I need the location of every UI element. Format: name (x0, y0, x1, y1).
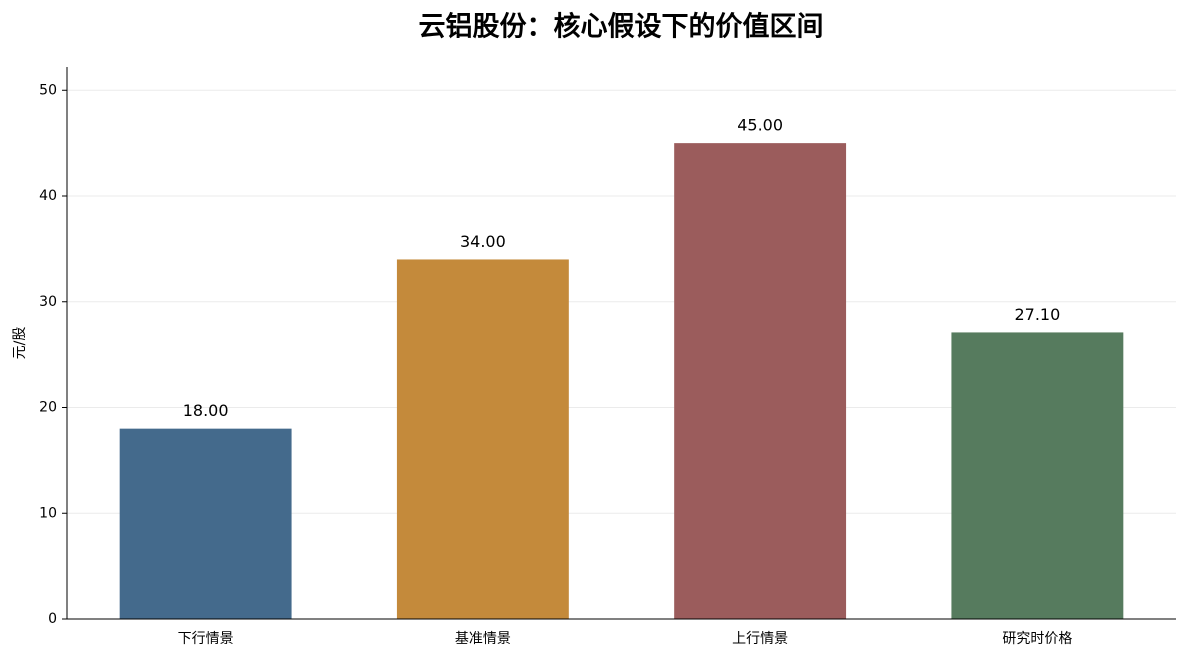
y-tick-label: 30 (39, 294, 57, 310)
value-label: 45.00 (737, 116, 783, 135)
x-tick-label: 上行情景 (732, 631, 788, 647)
x-tick-label: 研究时价格 (1002, 631, 1072, 647)
y-tick-label: 20 (39, 400, 57, 416)
bar (119, 428, 292, 619)
bar (674, 143, 847, 619)
y-tick-label: 40 (39, 188, 57, 204)
value-label: 27.10 (1014, 305, 1060, 324)
y-tick-label: 50 (39, 82, 57, 98)
y-axis-label: 元/股 (12, 327, 28, 360)
chart-title: 云铝股份：核心假设下的价值区间 (419, 11, 824, 43)
value-label: 18.00 (183, 401, 229, 420)
x-tick-label: 下行情景 (178, 631, 234, 647)
bar (396, 259, 569, 619)
y-tick-label: 0 (48, 611, 57, 627)
x-tick-label: 基准情景 (455, 630, 511, 647)
y-tick-label: 10 (39, 505, 57, 521)
value-label: 34.00 (460, 232, 506, 251)
bar (951, 332, 1124, 619)
